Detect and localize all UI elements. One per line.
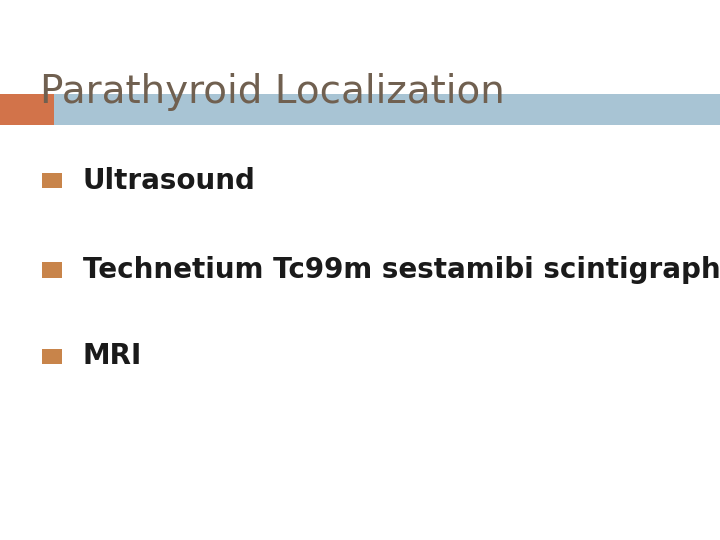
Text: MRI: MRI: [83, 342, 142, 370]
Text: Parathyroid Localization: Parathyroid Localization: [40, 73, 504, 111]
Bar: [42, 262, 62, 278]
Bar: [0, 94, 720, 125]
Bar: [0, 94, 54, 125]
Text: Ultrasound: Ultrasound: [83, 167, 256, 195]
Text: Technetium Tc99m sestamibi scintigraphy: Technetium Tc99m sestamibi scintigraphy: [83, 256, 720, 284]
Bar: [42, 349, 62, 364]
Bar: [42, 173, 62, 188]
